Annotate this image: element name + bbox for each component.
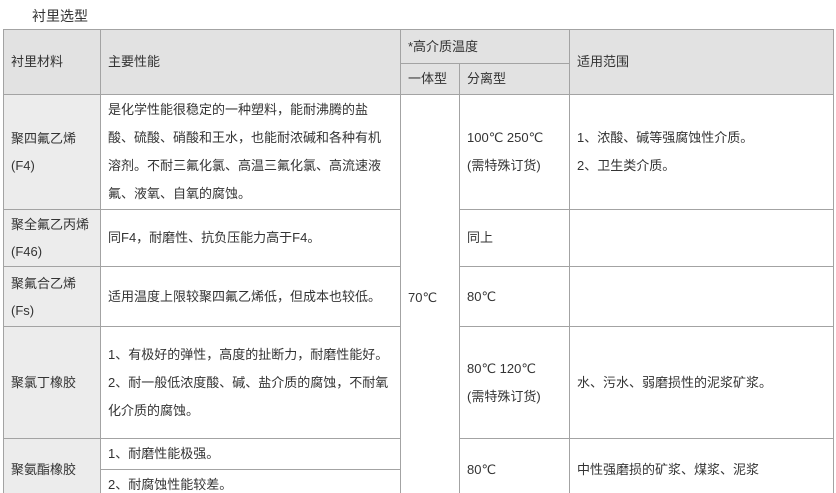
material-name: 聚氟合乙烯: [11, 275, 77, 291]
header-performance: 主要性能: [100, 29, 401, 95]
material-code: (Fs): [11, 302, 35, 318]
table-row: 2、耐腐蚀性能较差。: [4, 469, 834, 493]
cell-performance-polyurethane-2: 2、耐腐蚀性能较差。: [100, 469, 401, 493]
cell-scope-f46-empty: [569, 209, 834, 267]
cell-temp-separated-f46: 同上: [459, 209, 570, 267]
cell-performance-fs: 适用温度上限较聚四氟乙烯低，但成本也较低。: [100, 266, 401, 327]
table-row: 聚氟合乙烯 (Fs) 适用温度上限较聚四氟乙烯低，但成本也较低。 80℃: [3, 266, 834, 327]
temp-value: 100℃ 250℃: [467, 130, 544, 145]
material-code: (F46): [11, 244, 43, 259]
table-row: 聚四氟乙烯 (F4) 是化学性能很稳定的一种塑料，能耐沸腾的盐酸、硫酸、硝酸和王…: [3, 94, 834, 493]
cell-performance-neoprene: 1、有极好的弹性，高度的扯断力，耐磨性能好。 2、耐一般低浓度酸、碱、盐介质的腐…: [100, 326, 401, 439]
cell-temp-separated-f4: 100℃ 250℃ (需特殊订货): [459, 94, 570, 210]
table-row: 聚全氟乙丙烯 (F46) 同F4，耐磨性、抗负压能力高于F4。 同上: [3, 209, 834, 267]
cell-temp-separated-neoprene: 80℃ 120℃ (需特殊订货): [459, 326, 570, 439]
header-temp-integrated: 一体型: [400, 63, 460, 95]
performance-item: 1、有极好的弹性，高度的扯断力，耐磨性能好。: [108, 346, 389, 362]
cell-material-f46: 聚全氟乙丙烯 (F46): [3, 209, 101, 267]
cell-material-polyurethane: 聚氨酯橡胶: [3, 438, 101, 493]
cell-performance-f46: 同F4，耐磨性、抗负压能力高于F4。: [100, 209, 401, 267]
temp-value: 80℃ 120℃: [467, 360, 536, 376]
table-row: 聚氨酯橡胶 1、耐磨性能极强。 80℃ 中性强磨损的矿浆、煤浆、泥浆: [3, 438, 834, 493]
cell-material-neoprene: 聚氯丁橡胶: [3, 326, 101, 439]
cell-performance-polyurethane-1: 1、耐磨性能极强。: [100, 438, 401, 470]
temp-note: (需特殊订货): [467, 388, 541, 404]
scope-item: 2、卫生类介质。: [577, 158, 676, 173]
temp-note: (需特殊订货): [467, 158, 541, 173]
header-row-2: 一体型 分离型: [4, 63, 834, 95]
header-scope: 适用范围: [569, 29, 834, 95]
cell-scope-neoprene: 水、污水、弱磨损性的泥浆矿浆。: [569, 326, 834, 439]
material-code: (F4): [11, 158, 35, 173]
lining-selection-table: 衬里材料 主要性能 *高介质温度 适用范围 一体型 分离型 聚四氟乙烯 (F4)…: [3, 29, 834, 493]
header-temp-separated: 分离型: [459, 63, 570, 95]
cell-temp-integrated: 70℃: [400, 94, 460, 493]
header-material: 衬里材料: [3, 29, 101, 95]
material-name: 聚四氟乙烯: [11, 131, 77, 146]
cell-temp-separated-polyurethane: 80℃: [459, 438, 570, 493]
cell-performance-f4: 是化学性能很稳定的一种塑料，能耐沸腾的盐酸、硫酸、硝酸和王水，也能耐浓碱和各种有…: [100, 94, 401, 210]
table-row: 聚氯丁橡胶 1、有极好的弹性，高度的扯断力，耐磨性能好。 2、耐一般低浓度酸、碱…: [3, 326, 834, 439]
header-row-1: 衬里材料 主要性能 *高介质温度 适用范围: [3, 29, 834, 95]
header-temp-group: *高介质温度: [400, 29, 570, 64]
page-title: 衬里选型: [32, 8, 88, 24]
scope-item: 1、浓酸、碱等强腐蚀性介质。: [577, 130, 754, 145]
cell-temp-separated-fs: 80℃: [459, 266, 570, 327]
cell-material-f4: 聚四氟乙烯 (F4): [3, 94, 101, 210]
cell-scope-f4: 1、浓酸、碱等强腐蚀性介质。 2、卫生类介质。: [569, 94, 834, 210]
cell-scope-fs-empty: [569, 266, 834, 327]
cell-material-fs: 聚氟合乙烯 (Fs): [3, 266, 101, 327]
performance-item: 2、耐一般低浓度酸、碱、盐介质的腐蚀，不耐氧化介质的腐蚀。: [108, 374, 389, 418]
material-name: 聚全氟乙丙烯: [11, 217, 90, 232]
cell-scope-polyurethane: 中性强磨损的矿浆、煤浆、泥浆: [569, 438, 834, 493]
